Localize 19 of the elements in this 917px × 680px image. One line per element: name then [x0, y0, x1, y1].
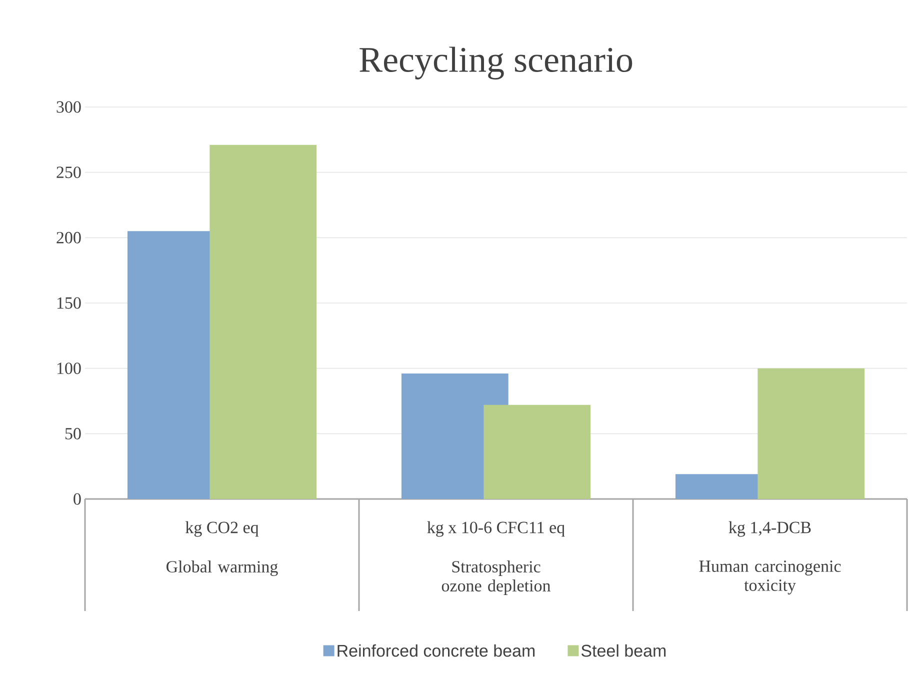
x-tick-label: Stratospheric ozone depletion — [442, 560, 551, 595]
y-tick-label: 50 — [65, 428, 81, 440]
y-tick-label: 250 — [56, 166, 81, 178]
x-tick-label: Human carcinogenic toxicity — [699, 560, 841, 594]
text: kg x 10-6 CFC11 eq — [427, 521, 565, 537]
bar — [484, 404, 591, 499]
bar — [758, 368, 865, 499]
text: kg 1,4-DCB — [728, 521, 811, 537]
text: kg CO2 eq — [186, 521, 259, 537]
chart-title: Recycling scenario — [360, 46, 632, 80]
y-tick-label: 150 — [57, 297, 81, 309]
y-tick-label: 100 — [57, 362, 81, 374]
legend-label: Reinforced concrete beam — [338, 644, 535, 657]
y-tick-label: 0 — [74, 493, 81, 505]
legend-label: Steel beam — [581, 644, 666, 657]
y-tick-label: 200 — [56, 232, 81, 244]
bar — [210, 144, 317, 499]
y-tick-label: 300 — [56, 101, 81, 113]
x-tick-label: Global warming — [166, 560, 278, 576]
